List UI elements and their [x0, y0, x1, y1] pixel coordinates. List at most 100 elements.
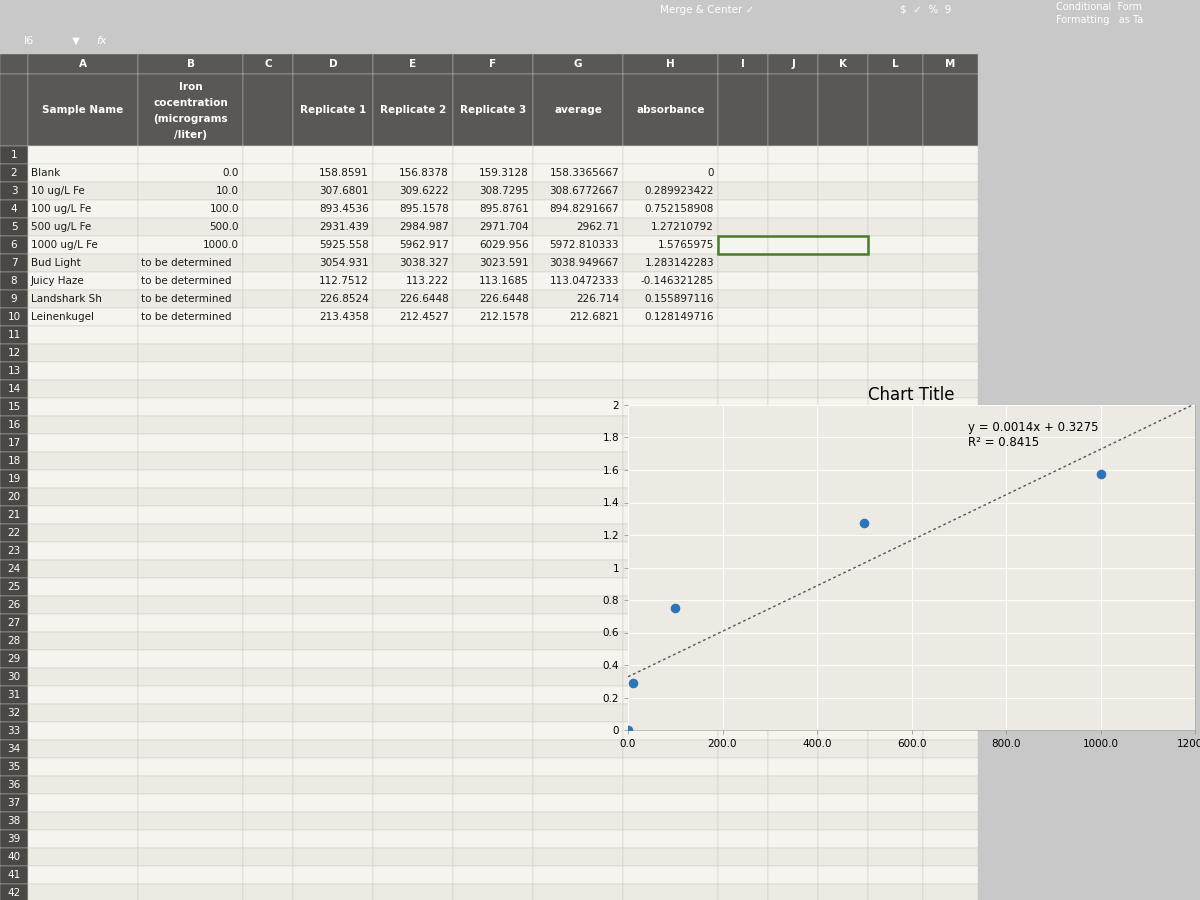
Point: [1091, 466, 1110, 481]
Text: 213.4358: 213.4358: [319, 312, 370, 322]
Text: 27: 27: [7, 618, 20, 628]
Text: 5962.917: 5962.917: [400, 240, 449, 250]
Text: Sample Name: Sample Name: [42, 105, 124, 115]
Text: 0.155897116: 0.155897116: [644, 294, 714, 304]
Text: 0.289923422: 0.289923422: [644, 186, 714, 196]
Text: 7: 7: [11, 258, 17, 268]
Text: fx: fx: [96, 36, 107, 46]
Text: A: A: [79, 59, 88, 69]
Text: Blank: Blank: [31, 168, 60, 178]
Text: 8: 8: [11, 276, 17, 286]
Text: 895.8761: 895.8761: [479, 204, 529, 214]
Text: 156.8378: 156.8378: [400, 168, 449, 178]
Text: Leinenkugel: Leinenkugel: [31, 312, 94, 322]
Text: 26: 26: [7, 600, 20, 610]
Text: 3023.591: 3023.591: [479, 258, 529, 268]
Text: 3: 3: [11, 186, 17, 196]
Text: G: G: [574, 59, 582, 69]
Text: 2984.987: 2984.987: [400, 222, 449, 232]
Text: E: E: [409, 59, 416, 69]
Text: 29: 29: [7, 654, 20, 664]
Text: 1: 1: [11, 150, 17, 160]
Text: 158.3365667: 158.3365667: [550, 168, 619, 178]
Text: 212.4527: 212.4527: [400, 312, 449, 322]
Text: 226.714: 226.714: [576, 294, 619, 304]
Text: 6029.956: 6029.956: [479, 240, 529, 250]
Text: to be determined: to be determined: [142, 276, 232, 286]
Text: 5: 5: [11, 222, 17, 232]
Text: M: M: [946, 59, 955, 69]
Text: 15: 15: [7, 402, 20, 412]
Text: cocentration: cocentration: [154, 98, 228, 108]
Text: Replicate 2: Replicate 2: [380, 105, 446, 115]
Text: 19: 19: [7, 474, 20, 484]
Text: 159.3128: 159.3128: [479, 168, 529, 178]
Text: 0.128149716: 0.128149716: [644, 312, 714, 322]
Text: average: average: [554, 105, 602, 115]
Text: 23: 23: [7, 546, 20, 556]
Text: 35: 35: [7, 762, 20, 772]
Text: -0.146321285: -0.146321285: [641, 276, 714, 286]
Text: 113.1685: 113.1685: [479, 276, 529, 286]
Text: K: K: [839, 59, 847, 69]
Text: 307.6801: 307.6801: [319, 186, 370, 196]
Point: [854, 516, 874, 530]
Text: F: F: [490, 59, 497, 69]
Point: [618, 723, 637, 737]
Text: 308.6772667: 308.6772667: [550, 186, 619, 196]
Text: Landshark Sh: Landshark Sh: [31, 294, 102, 304]
Text: 13: 13: [7, 366, 20, 376]
Text: 39: 39: [7, 834, 20, 844]
Text: D: D: [329, 59, 337, 69]
Text: 37: 37: [7, 798, 20, 808]
Text: 22: 22: [7, 528, 20, 538]
Text: 309.6222: 309.6222: [400, 186, 449, 196]
Text: 40: 40: [7, 852, 20, 862]
Text: $  ✓  %  9: $ ✓ % 9: [900, 4, 952, 14]
Text: 11: 11: [7, 330, 20, 340]
Text: 5925.558: 5925.558: [319, 240, 370, 250]
Text: 24: 24: [7, 564, 20, 574]
Text: Juicy Haze: Juicy Haze: [31, 276, 85, 286]
Text: Chart Title: Chart Title: [869, 386, 955, 404]
Point: [666, 600, 685, 615]
Text: 2: 2: [11, 168, 17, 178]
Text: 10: 10: [7, 312, 20, 322]
Text: 212.1578: 212.1578: [479, 312, 529, 322]
Text: 894.8291667: 894.8291667: [550, 204, 619, 214]
Text: 500.0: 500.0: [210, 222, 239, 232]
Text: 20: 20: [7, 492, 20, 502]
Text: 21: 21: [7, 510, 20, 520]
Text: /liter): /liter): [174, 130, 208, 140]
Text: 32: 32: [7, 708, 20, 718]
Text: 2962.71: 2962.71: [576, 222, 619, 232]
Text: 113.222: 113.222: [406, 276, 449, 286]
Text: 36: 36: [7, 780, 20, 790]
Point: [623, 676, 642, 690]
Text: 1000.0: 1000.0: [203, 240, 239, 250]
Text: to be determined: to be determined: [142, 258, 232, 268]
Text: 38: 38: [7, 816, 20, 826]
Text: I: I: [742, 59, 745, 69]
Text: 226.6448: 226.6448: [479, 294, 529, 304]
Text: 10.0: 10.0: [216, 186, 239, 196]
Text: H: H: [666, 59, 674, 69]
Text: 18: 18: [7, 456, 20, 466]
Text: to be determined: to be determined: [142, 294, 232, 304]
Text: 2971.704: 2971.704: [479, 222, 529, 232]
Text: Replicate 1: Replicate 1: [300, 105, 366, 115]
Text: 3038.327: 3038.327: [400, 258, 449, 268]
Text: 34: 34: [7, 744, 20, 754]
Text: 0: 0: [708, 168, 714, 178]
Text: 14: 14: [7, 384, 20, 394]
Text: to be determined: to be determined: [142, 312, 232, 322]
Text: 212.6821: 212.6821: [569, 312, 619, 322]
Text: 112.7512: 112.7512: [319, 276, 370, 286]
Text: 158.8591: 158.8591: [319, 168, 370, 178]
Text: 113.0472333: 113.0472333: [550, 276, 619, 286]
Text: C: C: [264, 59, 272, 69]
Text: 1.27210792: 1.27210792: [652, 222, 714, 232]
Text: 17: 17: [7, 438, 20, 448]
Text: 9: 9: [11, 294, 17, 304]
Text: 5972.810333: 5972.810333: [550, 240, 619, 250]
